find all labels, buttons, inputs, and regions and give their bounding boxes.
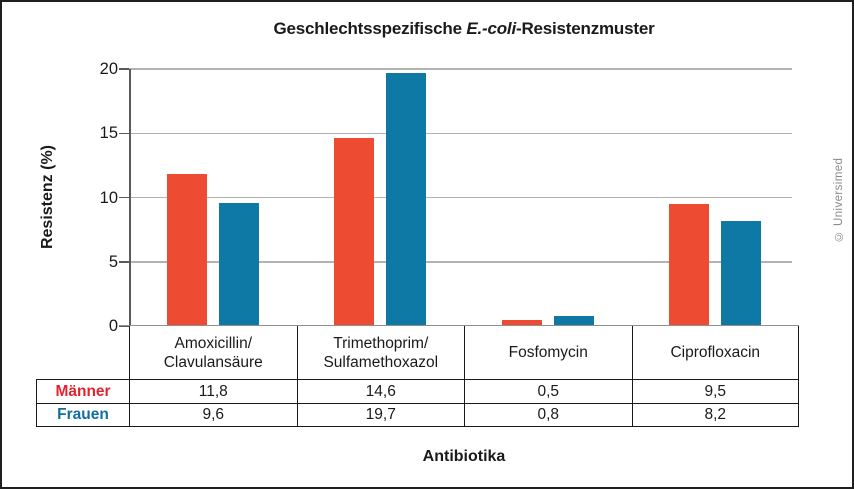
x-axis-baseline bbox=[119, 324, 799, 326]
bar-group-2 bbox=[297, 69, 465, 326]
chart-title-prefix: Geschlechtsspezifische bbox=[273, 19, 467, 38]
value-frauen-4: 8,2 bbox=[631, 403, 799, 427]
category-label-1: Amoxicillin/ Clavulansäure bbox=[129, 326, 297, 379]
y-tick-5 bbox=[119, 261, 129, 263]
bar-frauen-1 bbox=[218, 202, 259, 326]
bar-männer-2 bbox=[334, 138, 375, 326]
y-tick-label-20: 20 bbox=[99, 60, 118, 78]
y-tick-0 bbox=[119, 325, 129, 327]
y-axis-line bbox=[129, 69, 131, 326]
gridline-10 bbox=[129, 196, 792, 199]
value-frauen-3: 0,8 bbox=[464, 403, 632, 427]
bar-group-3 bbox=[464, 69, 632, 326]
value-frauen-2: 19,7 bbox=[296, 403, 464, 427]
y-tick-label-10: 10 bbox=[99, 188, 118, 207]
y-tick-20 bbox=[119, 68, 129, 70]
bar-männer-1 bbox=[166, 174, 207, 326]
bar-männer-4 bbox=[669, 203, 710, 326]
y-axis-title: Resistenz (%) bbox=[39, 144, 56, 250]
y-tick-10 bbox=[119, 196, 129, 199]
value-männer-4: 9,5 bbox=[631, 379, 799, 403]
y-tick-label-5: 5 bbox=[108, 252, 118, 271]
value-männer-3: 0,5 bbox=[464, 379, 632, 403]
gridline-20 bbox=[129, 68, 792, 70]
x-axis-title: Antibiotika bbox=[422, 448, 506, 465]
category-label-4: Ciprofloxacin bbox=[631, 326, 799, 379]
bar-frauen-2 bbox=[386, 72, 427, 326]
table-header-empty-cell bbox=[36, 326, 129, 379]
bar-frauen-4 bbox=[721, 220, 762, 326]
chart-title-italic-ecoli: E.-coli bbox=[466, 19, 516, 38]
bar-groups bbox=[129, 69, 799, 326]
category-label-3: Fosfomycin bbox=[464, 326, 632, 379]
gridline-15 bbox=[129, 132, 792, 134]
bar-group-4 bbox=[632, 69, 800, 326]
bar-frauen-3 bbox=[553, 315, 594, 326]
y-tick-label-0: 0 bbox=[108, 317, 118, 335]
y-tick-15 bbox=[119, 132, 129, 134]
value-männer-2: 14,6 bbox=[296, 379, 464, 403]
plot-area bbox=[119, 68, 799, 327]
y-tick-label-15: 15 bbox=[99, 124, 118, 143]
category-label-2: Trimethoprim/ Sulfamethoxazol bbox=[296, 326, 465, 379]
value-männer-1: 11,8 bbox=[129, 379, 297, 403]
chart-title: Geschlechtsspezifische E.-coli-Resistenz… bbox=[129, 19, 799, 39]
data-table: Amoxicillin/ Clavulansäure Trimethoprim/ … bbox=[36, 326, 799, 427]
legend-label-männer: Männer bbox=[36, 379, 129, 403]
legend-label-frauen: Frauen bbox=[36, 403, 129, 427]
value-frauen-1: 9,6 bbox=[129, 403, 297, 427]
bar-männer-3 bbox=[501, 319, 542, 326]
chart-title-suffix: -Resistenzmuster bbox=[515, 19, 655, 38]
gridline-5 bbox=[129, 261, 792, 263]
copyright-credit: © Universimed bbox=[833, 157, 845, 242]
bar-group-1 bbox=[129, 69, 297, 326]
